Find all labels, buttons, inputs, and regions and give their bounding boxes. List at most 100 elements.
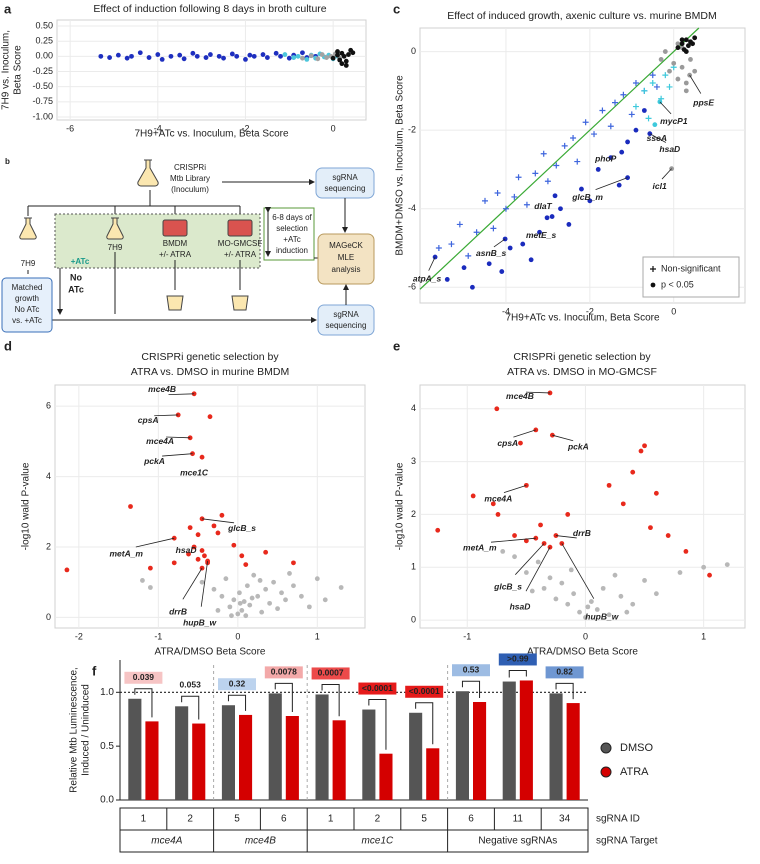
data-point [499, 269, 505, 274]
group-label: mce1C [362, 836, 394, 847]
bar [128, 698, 142, 800]
y-tick-label: 0.25 [35, 36, 53, 46]
leader-line [689, 74, 702, 94]
data-point [520, 241, 526, 247]
data-point [202, 553, 207, 559]
data-point [211, 586, 217, 592]
data-point [553, 162, 560, 169]
significance-bracket [461, 680, 481, 698]
condition-label: 7H9 [21, 259, 36, 268]
data-point [559, 541, 565, 546]
point-label: mce4B [148, 384, 176, 394]
atc-label: +ATc [71, 257, 90, 266]
significance-bracket [321, 683, 340, 717]
data-point [231, 597, 237, 603]
data-point [308, 53, 314, 59]
data-point [624, 609, 630, 615]
x-tick-label: -1 [463, 631, 471, 641]
data-point [665, 533, 671, 538]
data-point [211, 523, 217, 529]
panel-letter: e [393, 338, 400, 353]
point-label: drrB [169, 606, 187, 616]
data-point [653, 83, 660, 90]
data-point [264, 55, 270, 60]
data-point [208, 52, 213, 57]
data-point [247, 602, 253, 608]
data-point [500, 549, 506, 554]
condition-label: MO-GMCSF [218, 239, 263, 248]
data-point [435, 527, 441, 533]
data-point [291, 560, 296, 566]
data-point [255, 593, 261, 599]
data-point [537, 229, 542, 235]
data-point [591, 131, 598, 138]
data-point [259, 609, 265, 615]
data-point [263, 586, 269, 592]
leader-line [514, 543, 545, 575]
data-point [528, 257, 534, 263]
data-point [257, 578, 263, 583]
legend-swatch [600, 742, 612, 754]
point-label: mycP1 [660, 116, 688, 126]
panel-letter: d [4, 338, 12, 353]
data-point [282, 52, 288, 57]
data-point [304, 56, 310, 62]
significance-bracket [368, 699, 387, 750]
p-value-box [358, 682, 397, 695]
data-point [146, 55, 152, 60]
y-axis-label: Relative Mtb Luminescence, [69, 667, 80, 793]
data-point [235, 611, 241, 617]
panel-letter: c [393, 1, 400, 16]
data-point [137, 50, 143, 56]
bar [549, 693, 563, 800]
leader-line [493, 238, 506, 248]
data-point [243, 562, 249, 568]
no-atc-label: No [70, 272, 82, 282]
data-point [244, 583, 250, 589]
data-point [632, 103, 639, 110]
group-label: mce4A [151, 836, 182, 847]
data-point [566, 222, 572, 227]
data-point [341, 53, 347, 59]
data-point [641, 87, 648, 94]
data-point [600, 585, 606, 591]
data-point [511, 193, 518, 200]
data-point [565, 512, 571, 517]
y-tick-label: 0 [411, 46, 416, 56]
data-point [335, 52, 340, 58]
p-value-label: 0.053 [180, 680, 202, 690]
category-label: 11 [513, 814, 524, 825]
point-label: hsaD [510, 601, 531, 611]
data-point [241, 599, 247, 604]
data-point [343, 63, 349, 68]
data-point [671, 60, 677, 66]
data-point [645, 115, 652, 122]
point-label: mce4B [506, 391, 534, 401]
y-tick-label: -4 [408, 203, 416, 213]
analysis-label: analysis [332, 265, 361, 274]
data-point [585, 604, 591, 610]
data-point [229, 51, 235, 57]
legend-label: p < 0.05 [661, 279, 694, 289]
data-point [523, 538, 529, 544]
data-point [642, 578, 647, 583]
data-point [642, 443, 647, 449]
condition-label: +/- ATRA [224, 250, 257, 259]
y-tick-label: 6 [46, 401, 51, 411]
data-point [219, 593, 225, 599]
data-point [64, 567, 70, 573]
y-tick-label: 2 [411, 509, 416, 519]
x-tick-label: 1 [315, 631, 320, 641]
selection-label: 6-8 days of [272, 213, 312, 222]
data-point [243, 613, 249, 619]
data-point [565, 601, 571, 607]
point-label: mce1C [180, 467, 209, 477]
bar [175, 706, 189, 800]
data-point [181, 56, 187, 62]
data-point [314, 576, 320, 582]
data-point [263, 549, 269, 555]
data-point [620, 501, 626, 507]
sequencing-label: sequencing [326, 321, 367, 330]
